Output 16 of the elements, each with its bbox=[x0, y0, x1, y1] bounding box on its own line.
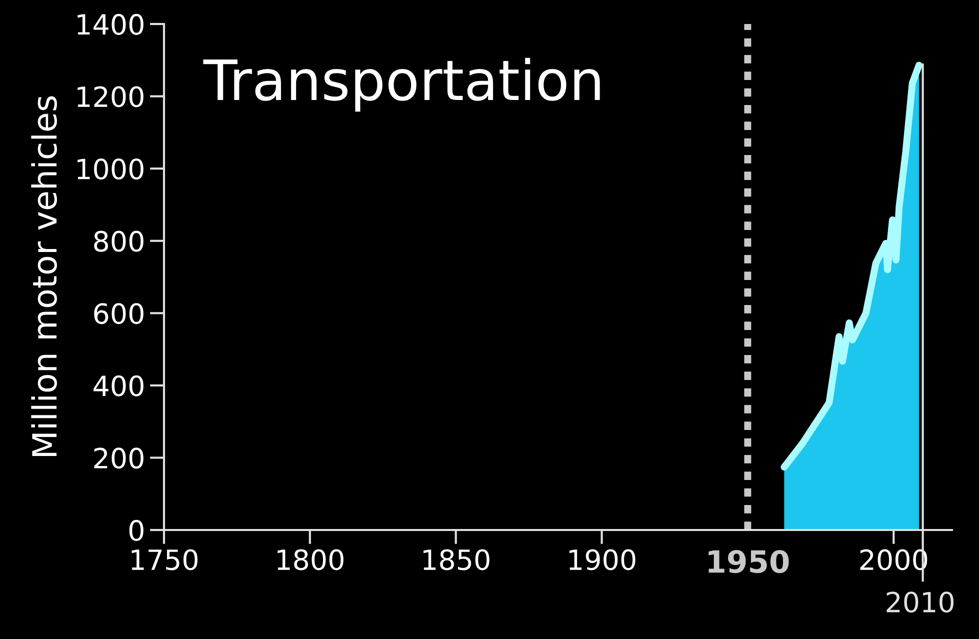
y-tick-label: 400 bbox=[94, 375, 144, 396]
y-axis-title: Million motor vehicles bbox=[31, 96, 57, 456]
x-tick-label: 1900 bbox=[569, 549, 636, 570]
y-tick-label: 1000 bbox=[78, 158, 144, 180]
ref-line-label: 2010 bbox=[886, 592, 954, 613]
y-tick-label: 800 bbox=[94, 230, 144, 252]
x-tick-label: 1850 bbox=[424, 549, 490, 570]
text: Transportation bbox=[203, 58, 600, 112]
y-tick-label: 200 bbox=[94, 448, 144, 469]
y-tick-label: 600 bbox=[94, 303, 144, 324]
y-tick-label: 1400 bbox=[78, 14, 144, 35]
y-tick-label: 1200 bbox=[78, 86, 144, 108]
x-tick-label: 1750 bbox=[132, 549, 198, 570]
x-tick-label: 1800 bbox=[278, 549, 344, 570]
ref-line-label: 1950 bbox=[708, 550, 789, 574]
y-tick-label: 0 bbox=[129, 520, 144, 541]
